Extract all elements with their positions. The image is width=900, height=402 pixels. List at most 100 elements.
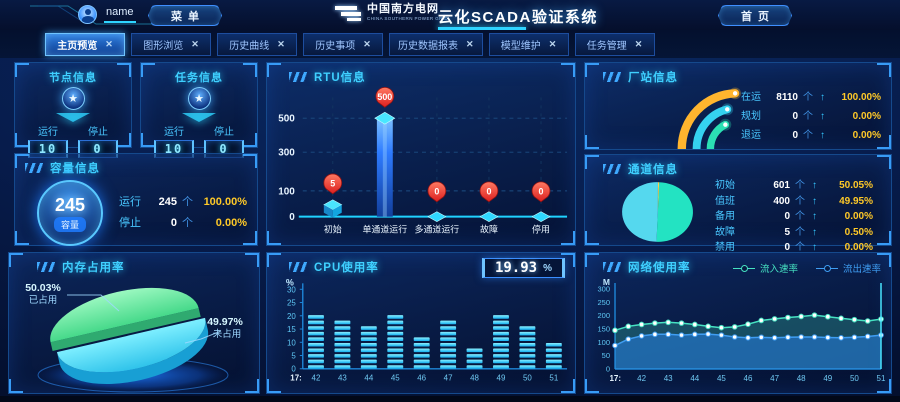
outflow-legend-label: 流出速率 [842, 264, 881, 275]
up-arrow-icon: ↑ [820, 130, 825, 141]
title-slashes-icon [603, 164, 621, 174]
svg-text:43: 43 [664, 374, 673, 383]
row-value: 0 [170, 217, 177, 229]
row-label: 在运 [741, 92, 761, 103]
svg-text:43: 43 [338, 374, 347, 383]
run-label: 运行 [164, 127, 184, 138]
cpu-bar-chart: 0 5 10 15 20 25 30% 42 43 44 45 46 47 48 49 50 51 17: [286, 277, 568, 383]
beam-triangle-icon [56, 113, 90, 122]
svg-text:17:: 17: [609, 374, 621, 383]
row-unit: 个 [795, 226, 805, 238]
beam-triangle-icon [182, 113, 216, 122]
panel-title: 节点信息 [49, 72, 97, 84]
tab-history-events[interactable]: 历史事项 ✕ [303, 32, 383, 56]
svg-text:49: 49 [823, 374, 832, 383]
cpu-usage-panel: CPU使用率 19.93 % 0 5 10 15 20 25 30% 42 43 44 45 46 47… [266, 252, 576, 394]
svg-text:48: 48 [470, 374, 479, 383]
svg-text:500: 500 [377, 92, 392, 102]
row-value: 8110 [776, 92, 798, 103]
tab-task-manage[interactable]: 任务管理 ✕ [574, 32, 655, 56]
tab-label: 图形浏览 [143, 40, 184, 52]
row-label: 禁用 [715, 242, 735, 253]
row-unit: 个 [803, 130, 813, 141]
row-pct: 0.00% [844, 242, 873, 253]
tab-close-icon[interactable]: ✕ [548, 38, 557, 49]
tab-close-icon[interactable]: ✕ [191, 38, 199, 49]
svg-text:46: 46 [417, 374, 426, 383]
tab-history-curve[interactable]: 历史曲线 ✕ [217, 32, 297, 56]
row-pct: 0.00% [852, 130, 881, 141]
brand-logo: 中国南方电网 CHINA SOUTHERN POWER GRID [335, 4, 448, 22]
svg-text:0: 0 [434, 186, 439, 196]
tab-home-preview[interactable]: 主页预览 ✕ [45, 32, 125, 56]
svg-text:50: 50 [602, 351, 610, 360]
tab-label: 历史数据报表 [398, 40, 458, 52]
svg-text:150: 150 [597, 325, 610, 334]
title-slashes-icon [603, 72, 621, 82]
svg-text:51: 51 [877, 374, 886, 383]
tab-close-icon[interactable]: ✕ [466, 38, 474, 49]
panel-title: 容量信息 [50, 163, 100, 175]
row-value: 245 [158, 196, 177, 208]
capacity-row: 停止 0 个 0.00% [119, 218, 247, 229]
svg-text:49: 49 [497, 374, 506, 383]
network-usage-panel: 网络使用率 流入速率 流出速率 0 50 100 150 200 250 300 M 42 43 4… [584, 252, 892, 394]
row-pct: 0.00% [215, 217, 247, 229]
tab-history-report[interactable]: 历史数据报表 ✕ [389, 32, 483, 56]
tab-close-icon[interactable]: ✕ [634, 38, 643, 49]
channel-pie-chart [622, 182, 693, 242]
user-account[interactable]: name [78, 5, 136, 24]
svg-text:5: 5 [291, 352, 296, 361]
svg-text:45: 45 [391, 374, 400, 383]
up-arrow-icon: ↑ [812, 211, 817, 222]
up-arrow-icon: ↑ [812, 195, 817, 207]
rtu-info-panel: RTU信息 0 100 300 500 5 初始 500 单通道运行 0 多通道运行 0 故障 0 停用 [266, 62, 576, 246]
row-pct: 50.05% [839, 180, 873, 191]
tab-close-icon[interactable]: ✕ [105, 38, 113, 49]
title-slashes-icon [603, 262, 621, 272]
row-unit: 个 [182, 196, 193, 208]
svg-text:50: 50 [850, 374, 859, 383]
network-legend: 流入速率 流出速率 [732, 261, 881, 275]
row-pct: 100.00% [203, 196, 247, 208]
row-unit: 个 [182, 217, 193, 229]
svg-text:0: 0 [289, 212, 295, 223]
star-badge-icon: ★ [187, 87, 211, 110]
tab-model-maintain[interactable]: 模型维护 ✕ [488, 32, 569, 56]
row-label: 退运 [741, 130, 761, 141]
svg-text:0: 0 [291, 365, 296, 374]
svg-text:已占用: 已占用 [29, 294, 58, 306]
tab-graphic-browse[interactable]: 图形浏览 ✕ [131, 32, 211, 56]
title-slashes-icon [289, 72, 307, 82]
menu-button[interactable]: 菜单 [148, 5, 222, 26]
panel-title: 通道信息 [628, 164, 678, 176]
tab-label: 历史事项 [315, 40, 356, 52]
svg-text:多通道运行: 多通道运行 [415, 224, 460, 235]
home-button[interactable]: 首页 [718, 5, 792, 26]
tab-close-icon[interactable]: ✕ [363, 38, 371, 49]
svg-text:46: 46 [744, 374, 753, 383]
row-label: 初始 [715, 180, 735, 191]
tab-label: 任务管理 [586, 40, 627, 52]
tab-label: 主页预览 [57, 40, 98, 52]
channel-row: 禁用 0 个 ↑ 0.00% [715, 243, 873, 253]
header-bar: name 菜单 中国南方电网 CHINA SOUTHERN POWER GRID… [0, 0, 900, 31]
memory-usage-panel: 内存占用率 50.03% 已占用 49.97% 未占用 [8, 252, 260, 394]
panel-title: 任务信息 [175, 72, 223, 84]
title-slashes-icon [25, 163, 43, 173]
station-arc-chart [677, 87, 741, 149]
grid-logo-icon [335, 4, 361, 22]
capacity-gauge: 245 容量 [37, 180, 103, 246]
svg-text:300: 300 [597, 285, 610, 294]
up-arrow-icon: ↑ [820, 111, 825, 122]
row-label: 停止 [119, 217, 141, 229]
svg-text:20: 20 [287, 312, 296, 321]
tab-close-icon[interactable]: ✕ [277, 38, 285, 49]
star-badge-icon: ★ [61, 87, 85, 110]
svg-text:停用: 停用 [532, 224, 550, 235]
brand-name-en: CHINA SOUTHERN POWER GRID [367, 16, 449, 22]
capacity-value: 245 [54, 194, 86, 215]
row-pct: 0.50% [844, 226, 873, 238]
rtu-bar-chart: 0 100 300 500 5 初始 500 单通道运行 0 多通道运行 0 故障 0 停用 [278, 87, 568, 235]
station-row: 在运 8110 个 ↑ 100.00% [741, 93, 881, 103]
